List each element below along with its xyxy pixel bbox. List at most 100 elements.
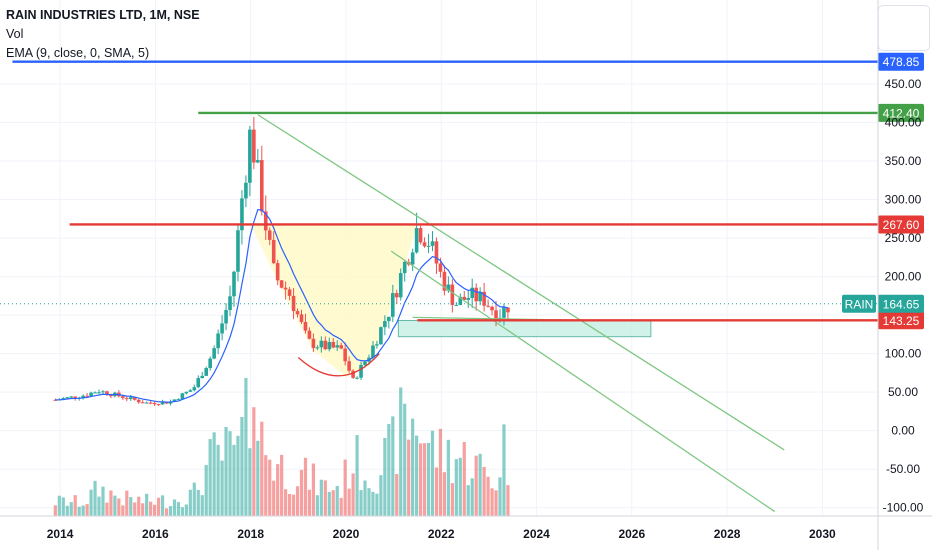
volume-bar (438, 428, 443, 516)
volume-bar (311, 463, 316, 516)
volume-bar (164, 508, 169, 516)
candle-body (132, 397, 137, 400)
candle-body (383, 321, 387, 328)
volume-bar (486, 476, 490, 516)
price-level-tag-label: 143.25 (883, 314, 920, 328)
candle-body (482, 291, 486, 306)
volume-bar (379, 475, 383, 516)
volume-bar (208, 439, 212, 516)
volume-bar (375, 493, 379, 516)
current-price-tag: RAIN 164.65 (842, 294, 924, 313)
price-level-tag-label: 412.40 (883, 106, 920, 120)
candle-body (109, 394, 113, 397)
volume-bar (383, 437, 387, 516)
volume-bar (335, 485, 339, 516)
volume-bar (502, 424, 506, 516)
volume-bar (387, 424, 391, 516)
volume-bar (192, 482, 196, 516)
volume-bar (284, 489, 288, 516)
volume-bar (168, 506, 173, 516)
price-level-tag-bg (878, 311, 924, 330)
volume-bar (137, 496, 141, 516)
price-axis-label: 0.00 (891, 424, 915, 438)
candle-body (228, 296, 232, 311)
cup-bottom-curve (297, 353, 380, 377)
candle-body (263, 211, 268, 231)
time-axis-labels: 2014 2016 2018 2020 2022 2024 2026 2028 2030 (47, 527, 836, 541)
volume-bar (482, 466, 486, 516)
volume-bar (474, 455, 478, 516)
volume-bar (141, 503, 145, 516)
volume-bar (327, 491, 331, 516)
volume-bar (89, 489, 93, 516)
time-axis-label: 2030 (809, 527, 836, 541)
candle-body (303, 321, 308, 331)
candle-body (176, 399, 181, 401)
symbol-title[interactable]: RAIN INDUSTRIES LTD, 1M, NSE (6, 8, 200, 22)
candle-body (188, 390, 193, 392)
volume-bar (145, 493, 149, 516)
candle-body (418, 228, 423, 243)
volume-bar (81, 505, 85, 516)
volume-bar (462, 441, 466, 516)
volume-bar (200, 495, 204, 516)
volume-bar (93, 480, 97, 516)
candle-body (180, 393, 185, 400)
volume-bar (367, 488, 371, 516)
candle-body (347, 361, 351, 371)
candle-body (470, 287, 475, 299)
price-axis-label: -100.00 (883, 501, 924, 515)
chart-legend: RAIN INDUSTRIES LTD, 1M, NSE Vol EMA (9,… (6, 6, 200, 63)
volume-bar (399, 387, 403, 516)
candle-body (212, 348, 216, 359)
price-level-tag: 412.40 (878, 103, 924, 122)
demand-zone-box (397, 319, 652, 338)
candle-body (379, 327, 383, 345)
candle-body (216, 333, 220, 349)
candle-body (486, 305, 490, 307)
candle-body (295, 311, 300, 315)
price-axis-label: 300.00 (885, 193, 922, 207)
volume-bar (149, 501, 153, 516)
ema-indicator-label[interactable]: EMA (9, close, 0, SMA, 5) (6, 46, 150, 60)
candle-body (450, 284, 455, 305)
volume-bar (204, 465, 208, 516)
candle-body (224, 310, 228, 324)
volume-indicator-label[interactable]: Vol (6, 27, 24, 41)
candle-body (121, 396, 125, 399)
time-axis-label: 2022 (428, 527, 455, 541)
volume-bar (228, 431, 232, 516)
volume-bar (303, 457, 308, 516)
symbol-tag-bg (842, 294, 876, 313)
candle-body (422, 242, 427, 247)
current-price-tag-bg (878, 294, 924, 313)
volume-bar (418, 443, 423, 516)
candle-body (446, 284, 451, 291)
price-axis-label: 450.00 (885, 77, 922, 91)
volume-bar (105, 502, 109, 516)
candle-body (502, 307, 506, 318)
volume-bar (395, 473, 399, 516)
candle-body (208, 358, 212, 369)
candle-body (232, 271, 236, 297)
trendline (257, 114, 785, 451)
price-level-tag: 143.25 (878, 311, 924, 330)
volume-bar (252, 407, 256, 516)
volume-bar (264, 455, 268, 516)
candle-body (375, 344, 379, 346)
candle-body (271, 239, 276, 264)
candle-body (97, 392, 101, 394)
candle-body (85, 395, 89, 397)
volume-bar (97, 496, 101, 516)
candle-body (319, 340, 324, 348)
volume-bar (506, 485, 510, 516)
chart-side-button[interactable] (878, 5, 930, 51)
symbol-tag-label: RAIN (845, 297, 874, 311)
volume-bar (458, 457, 462, 516)
volume-bar (299, 469, 304, 516)
volume-bar (65, 505, 69, 516)
volume-bar (172, 499, 177, 516)
volume-bar (236, 435, 240, 516)
cup-pattern-region (250, 224, 418, 377)
